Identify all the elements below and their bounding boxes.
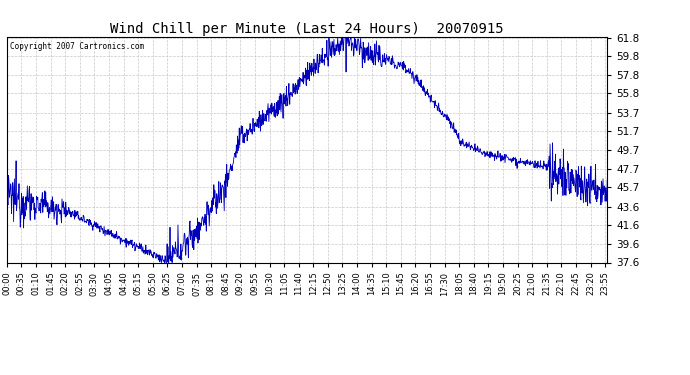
Title: Wind Chill per Minute (Last 24 Hours)  20070915: Wind Chill per Minute (Last 24 Hours) 20… <box>110 22 504 36</box>
Text: Copyright 2007 Cartronics.com: Copyright 2007 Cartronics.com <box>10 42 144 51</box>
